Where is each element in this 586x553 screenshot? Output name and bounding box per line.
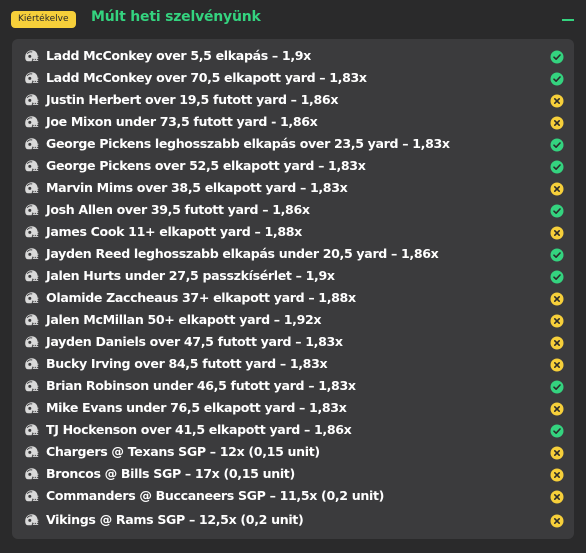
football-helmet-icon [23, 158, 39, 174]
bet-text: Joe Mixon under 73,5 futott yard - 1,86x [46, 114, 318, 129]
football-helmet-icon [23, 400, 39, 416]
football-helmet-icon [23, 92, 39, 108]
football-helmet-icon [23, 466, 39, 482]
football-helmet-icon [23, 334, 39, 350]
check-circle-icon [550, 49, 564, 64]
check-circle-icon [550, 137, 564, 152]
cross-circle-icon [550, 291, 564, 306]
bet-text: Jalen Hurts under 27,5 passzkísérlet – 1… [46, 268, 335, 283]
bet-row: TJ Hockenson over 41,5 elkapott yard – 1… [12, 419, 574, 441]
football-helmet-icon [23, 224, 39, 240]
bet-row: Marvin Mims over 38,5 elkapott yard – 1,… [12, 177, 574, 199]
bet-row: Ladd McConkey over 70,5 elkapott yard – … [12, 67, 574, 89]
bet-text: James Cook 11+ elkapott yard – 1,88x [46, 224, 302, 239]
cross-circle-icon [550, 225, 564, 240]
bet-row: Mike Evans under 76,5 elkapott yard – 1,… [12, 397, 574, 419]
bet-row: Broncos @ Bills SGP – 17x (0,15 unit) [12, 463, 574, 485]
bet-row: Jayden Daniels over 47,5 futott yard – 1… [12, 331, 574, 353]
bet-text: George Pickens over 52,5 elkapott yard –… [46, 158, 366, 173]
check-circle-icon [550, 71, 564, 86]
football-helmet-icon [23, 290, 39, 306]
football-helmet-icon [23, 488, 39, 504]
cross-circle-icon [550, 489, 564, 504]
bet-row: Bucky Irving over 84,5 futott yard – 1,8… [12, 353, 574, 375]
football-helmet-icon [23, 422, 39, 438]
bet-text: Ladd McConkey over 5,5 elkapás – 1,9x [46, 48, 311, 63]
card-title: Múlt heti szelvényünk [91, 9, 261, 25]
check-circle-icon [550, 247, 564, 262]
bet-text: Vikings @ Rams SGP – 12,5x (0,2 unit) [46, 512, 304, 527]
check-circle-icon [550, 159, 564, 174]
football-helmet-icon [23, 202, 39, 218]
bet-text: Broncos @ Bills SGP – 17x (0,15 unit) [46, 466, 295, 481]
cross-circle-icon [550, 445, 564, 460]
football-helmet-icon [23, 378, 39, 394]
bet-text: George Pickens leghosszabb elkapás over … [46, 136, 450, 151]
bet-row: James Cook 11+ elkapott yard – 1,88x [12, 221, 574, 243]
football-helmet-icon [23, 136, 39, 152]
bet-text: Bucky Irving over 84,5 futott yard – 1,8… [46, 356, 328, 371]
bet-text: Jayden Daniels over 47,5 futott yard – 1… [46, 334, 343, 349]
bet-text: TJ Hockenson over 41,5 elkapott yard – 1… [46, 422, 352, 437]
bet-text: Olamide Zaccheaus 37+ elkapott yard – 1,… [46, 290, 356, 305]
football-helmet-icon [23, 180, 39, 196]
bet-list: Ladd McConkey over 5,5 elkapás – 1,9x Lad… [12, 39, 574, 539]
football-helmet-icon [23, 114, 39, 130]
bet-text: Ladd McConkey over 70,5 elkapott yard – … [46, 70, 367, 85]
bet-row: Chargers @ Texans SGP – 12x (0,15 unit) [12, 441, 574, 463]
check-circle-icon [550, 203, 564, 218]
bet-text: Marvin Mims over 38,5 elkapott yard – 1,… [46, 180, 348, 195]
bet-row: Josh Allen over 39,5 futott yard – 1,86x [12, 199, 574, 221]
football-helmet-icon [23, 48, 39, 64]
bet-text: Josh Allen over 39,5 futott yard – 1,86x [46, 202, 310, 217]
bet-row: George Pickens over 52,5 elkapott yard –… [12, 155, 574, 177]
bet-row: Jalen McMillan 50+ elkapott yard – 1,92x [12, 309, 574, 331]
bet-row: Commanders @ Buccaneers SGP – 11,5x (0,2… [12, 485, 574, 507]
cross-circle-icon [550, 513, 564, 528]
bet-text: Mike Evans under 76,5 elkapott yard – 1,… [46, 400, 347, 415]
bet-text: Jalen McMillan 50+ elkapott yard – 1,92x [46, 312, 322, 327]
bet-row: Jalen Hurts under 27,5 passzkísérlet – 1… [12, 265, 574, 287]
bet-text: Chargers @ Texans SGP – 12x (0,15 unit) [46, 444, 320, 459]
bet-text: Jayden Reed leghosszabb elkapás under 20… [46, 246, 439, 261]
bet-row: Justin Herbert over 19,5 futott yard – 1… [12, 89, 574, 111]
cross-circle-icon [550, 181, 564, 196]
cross-circle-icon [550, 357, 564, 372]
cross-circle-icon [550, 313, 564, 328]
football-helmet-icon [23, 444, 39, 460]
football-helmet-icon [23, 312, 39, 328]
bet-row: Olamide Zaccheaus 37+ elkapott yard – 1,… [12, 287, 574, 309]
check-circle-icon [550, 423, 564, 438]
check-circle-icon [550, 269, 564, 284]
football-helmet-icon [23, 356, 39, 372]
cross-circle-icon [550, 93, 564, 108]
cross-circle-icon [550, 335, 564, 350]
football-helmet-icon [23, 70, 39, 86]
bet-row: Jayden Reed leghosszabb elkapás under 20… [12, 243, 574, 265]
cross-circle-icon [550, 115, 564, 130]
bet-row: George Pickens leghosszabb elkapás over … [12, 133, 574, 155]
cross-circle-icon [550, 467, 564, 482]
check-circle-icon [550, 379, 564, 394]
cross-circle-icon [550, 401, 564, 416]
football-helmet-icon [23, 268, 39, 284]
bet-row: Brian Robinson under 46,5 futott yard – … [12, 375, 574, 397]
bet-text: Justin Herbert over 19,5 futott yard – 1… [46, 92, 339, 107]
bet-row: Vikings @ Rams SGP – 12,5x (0,2 unit) [12, 509, 574, 531]
football-helmet-icon [23, 246, 39, 262]
bet-row: Ladd McConkey over 5,5 elkapás – 1,9x [12, 45, 574, 67]
bet-text: Commanders @ Buccaneers SGP – 11,5x (0,2… [46, 488, 385, 503]
status-badge: Kiértékelve [11, 11, 76, 28]
football-helmet-icon [23, 512, 39, 528]
minus-icon[interactable] [562, 19, 574, 21]
bet-text: Brian Robinson under 46,5 futott yard – … [46, 378, 356, 393]
bet-row: Joe Mixon under 73,5 futott yard - 1,86x [12, 111, 574, 133]
card-header: Kiértékelve Múlt heti szelvényünk [0, 0, 586, 38]
